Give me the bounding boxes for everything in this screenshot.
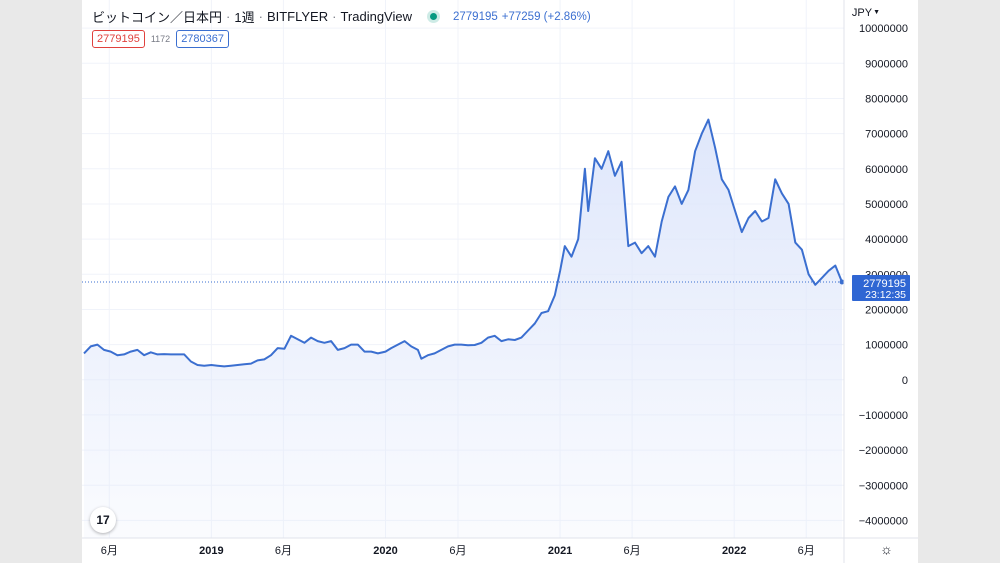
x-tick-label: 2022 xyxy=(722,545,746,557)
separator: · xyxy=(226,9,231,24)
currency-selector[interactable]: JPY▼ xyxy=(852,7,880,19)
price-axis-label-value: 2779195 xyxy=(863,278,906,290)
source-label: TradingView xyxy=(340,9,412,24)
last-price: 2779195 xyxy=(453,10,498,23)
x-tick-label: 6月 xyxy=(449,545,466,557)
price-change: +77259 (+2.86%) xyxy=(501,10,591,23)
price-axis-label-countdown: 23:12:35 xyxy=(865,289,906,301)
last-price-dot xyxy=(839,279,845,285)
x-tick-label: 2021 xyxy=(548,545,572,557)
gear-icon[interactable]: ☼ xyxy=(880,541,893,557)
x-tick-label: 6月 xyxy=(275,545,292,557)
bid-price-badge[interactable]: 2779195 xyxy=(92,30,145,48)
x-tick-label: 2020 xyxy=(373,545,397,557)
separator: · xyxy=(332,9,337,24)
symbol-header[interactable]: ビットコイン／日本円 · 1週 · BITFLYER · TradingView… xyxy=(92,7,591,26)
separator: · xyxy=(258,9,263,24)
chart-frame: 10000000 9000000 8000000 7000000 6000000 5000… xyxy=(82,0,918,563)
y-tick-label: 8000000 xyxy=(865,93,908,105)
y-tick-label: 1000000 xyxy=(865,340,908,352)
price-axis-label-bg xyxy=(852,275,910,302)
y-tick-label: 7000000 xyxy=(865,129,908,141)
y-tick-label: 4000000 xyxy=(865,234,908,246)
x-tick-label: 6月 xyxy=(624,545,641,557)
bid-ask-badges: 2779195 1172 2780367 xyxy=(92,30,230,48)
y-tick-label: 2000000 xyxy=(865,304,908,316)
tradingview-logo[interactable]: 17 xyxy=(90,507,116,533)
spread-value: 1172 xyxy=(150,34,171,44)
currency-label[interactable]: JPY xyxy=(851,7,873,19)
y-tick-label: 10000000 xyxy=(859,23,908,35)
interval-label[interactable]: 1週 xyxy=(234,10,255,25)
chart-canvas[interactable]: 1000000090000008000000700000060000005000… xyxy=(82,0,918,563)
y-tick-label: 5000000 xyxy=(865,199,908,211)
exchange-label: BITFLYER xyxy=(266,9,329,24)
chevron-down-icon: ▼ xyxy=(873,9,880,16)
x-tick-label: 2019 xyxy=(199,545,223,557)
y-tick-label: −4000000 xyxy=(859,515,908,527)
y-tick-label: −3000000 xyxy=(859,480,908,492)
market-status-icon xyxy=(430,13,437,20)
y-tick-label: −1000000 xyxy=(859,410,908,422)
y-tick-label: −2000000 xyxy=(859,445,908,457)
x-tick-label: 6月 xyxy=(798,545,815,557)
series-area-fill xyxy=(84,119,842,538)
y-tick-label: 0 xyxy=(902,375,908,387)
x-tick-label: 6月 xyxy=(101,545,118,557)
symbol-name[interactable]: ビットコイン／日本円 xyxy=(92,10,223,25)
series-line xyxy=(83,118,843,368)
ask-price-badge[interactable]: 2780367 xyxy=(176,30,230,48)
tradingview-logo-text: 17 xyxy=(96,513,110,527)
y-tick-label: 9000000 xyxy=(865,58,908,70)
y-tick-label: 6000000 xyxy=(865,164,908,176)
